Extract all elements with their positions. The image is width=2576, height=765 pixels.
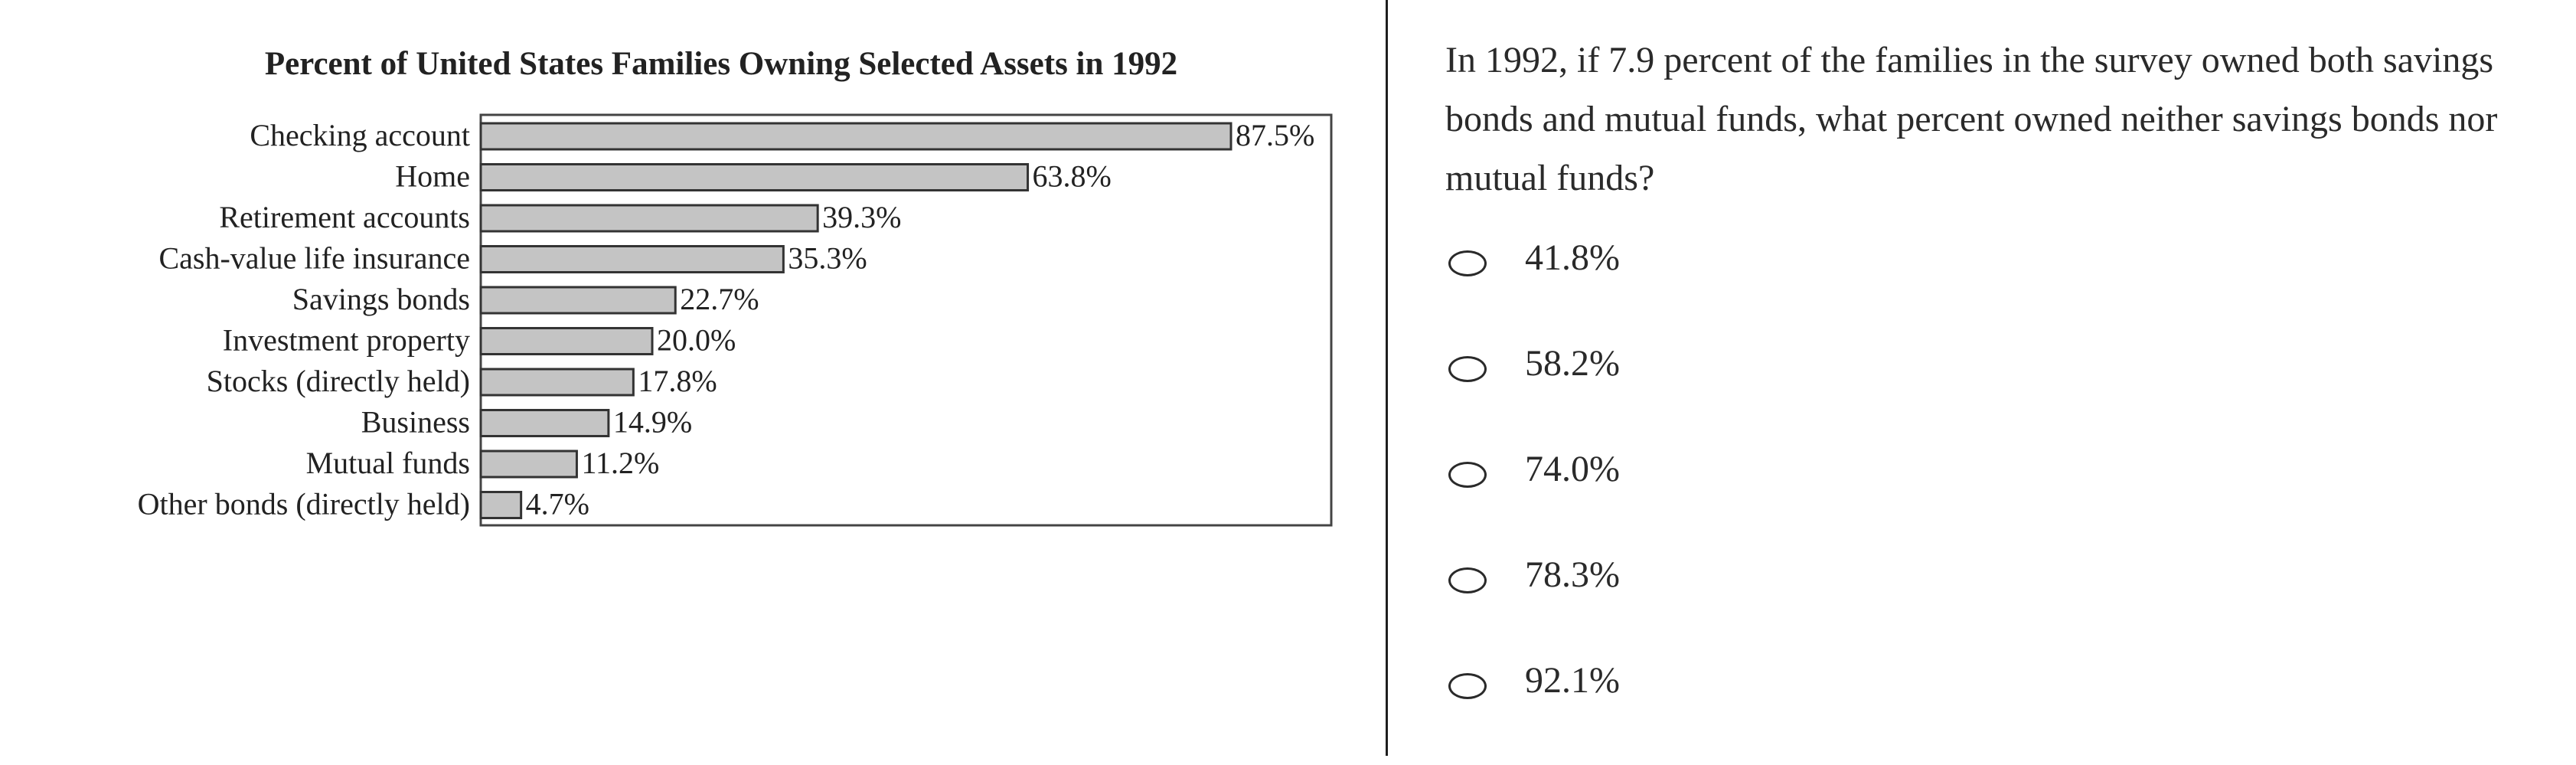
- asset-ownership-chart: Percent of United States Families Owning…: [138, 46, 1333, 527]
- bar: [479, 327, 654, 355]
- value-label: 11.2%: [581, 446, 659, 480]
- chart-title: Percent of United States Families Owning…: [265, 46, 1177, 82]
- choice-label: 78.3%: [1525, 554, 1620, 595]
- bar: [479, 491, 523, 519]
- category-label: Retirement accounts: [219, 200, 470, 234]
- choice-label: 74.0%: [1525, 449, 1620, 489]
- value-label: 20.0%: [657, 323, 736, 358]
- radio-button[interactable]: [1448, 673, 1487, 699]
- value-label: 35.3%: [788, 241, 867, 276]
- value-label: 17.8%: [638, 364, 717, 398]
- radio-button[interactable]: [1448, 250, 1487, 276]
- value-label: 87.5%: [1236, 118, 1314, 152]
- category-label: Cash-value life insurance: [158, 241, 470, 276]
- choice-label: 41.8%: [1525, 237, 1620, 278]
- bar: [479, 450, 578, 479]
- radio-button[interactable]: [1448, 462, 1487, 488]
- choice-label: 92.1%: [1525, 660, 1620, 701]
- bar: [479, 368, 635, 397]
- category-label: Investment property: [223, 323, 470, 358]
- category-label: Mutual funds: [306, 446, 470, 480]
- pane-divider: [1386, 0, 1388, 756]
- value-label: 22.7%: [680, 282, 759, 316]
- chart-panel: Percent of United States Families Owning…: [138, 46, 1333, 527]
- category-label: Stocks (directly held): [207, 364, 470, 398]
- bar: [479, 163, 1030, 191]
- bar: [479, 409, 610, 437]
- value-label: 14.9%: [613, 405, 692, 440]
- value-label: 39.3%: [822, 200, 901, 234]
- question-panel: In 1992, if 7.9 percent of the families …: [1445, 31, 2532, 765]
- choice-label: 58.2%: [1525, 343, 1620, 384]
- bar: [479, 204, 819, 233]
- bar: [479, 122, 1232, 151]
- value-label: 4.7%: [526, 487, 589, 521]
- choice-option[interactable]: 74.0%: [1445, 448, 2532, 554]
- category-label: Other bonds (directly held): [138, 487, 470, 521]
- category-label: Checking account: [250, 118, 470, 152]
- choice-option[interactable]: 92.1%: [1445, 659, 2532, 765]
- choice-option[interactable]: 41.8%: [1445, 237, 2532, 342]
- chart-frame: [479, 113, 1333, 527]
- radio-button[interactable]: [1448, 567, 1487, 593]
- category-label: Business: [361, 405, 470, 440]
- category-label: Savings bonds: [292, 282, 470, 316]
- bar: [479, 245, 785, 273]
- radio-button[interactable]: [1448, 356, 1487, 382]
- answer-choices: 41.8% 58.2% 74.0% 78.3% 92.1%: [1445, 237, 2532, 765]
- bar: [479, 286, 677, 315]
- choice-option[interactable]: 58.2%: [1445, 342, 2532, 448]
- value-label: 63.8%: [1033, 159, 1112, 194]
- category-label: Home: [395, 159, 470, 194]
- choice-option[interactable]: 78.3%: [1445, 554, 2532, 659]
- question-text: In 1992, if 7.9 percent of the families …: [1445, 40, 2498, 198]
